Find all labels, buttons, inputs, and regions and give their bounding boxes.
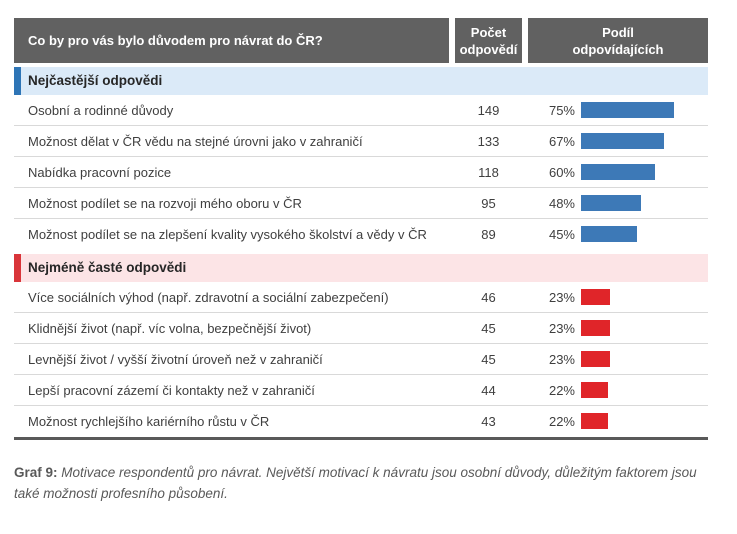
row-count: 133 — [477, 133, 500, 149]
row-share: 48% — [528, 195, 708, 211]
row-share: 22% — [528, 382, 708, 398]
section-header: Nejméně časté odpovědi — [14, 254, 708, 282]
row-bar — [581, 351, 610, 367]
row-bar — [581, 413, 608, 429]
section-header: Nejčastější odpovědi — [14, 67, 708, 95]
table-row: Možnost podílet se na rozvoji mého oboru… — [14, 188, 708, 219]
row-percent: 48% — [548, 195, 575, 211]
row-count: 118 — [478, 164, 499, 180]
row-percent: 67% — [548, 133, 575, 149]
row-count: 89 — [481, 226, 496, 242]
table-row: Více sociálních výhod (např. zdravotní a… — [14, 282, 708, 313]
row-label: Možnost dělat v ČR vědu na stejné úrovni… — [28, 133, 363, 149]
column-header-question: Co by pro vás bylo důvodem pro návrat do… — [14, 18, 449, 63]
column-header-count: Počet odpovědí — [455, 18, 522, 63]
row-label: Levnější život / vyšší životní úroveň ne… — [28, 351, 323, 367]
row-count: 46 — [481, 289, 496, 305]
row-percent: 22% — [548, 413, 575, 429]
row-percent: 60% — [548, 164, 575, 180]
row-share: 22% — [528, 413, 708, 429]
row-bar — [581, 382, 608, 398]
row-bar — [581, 102, 674, 118]
survey-table: Co by pro vás bylo důvodem pro návrat do… — [14, 18, 708, 440]
row-share: 60% — [528, 164, 708, 180]
row-share: 45% — [528, 226, 708, 242]
row-label: Nabídka pracovní pozice — [28, 164, 172, 180]
table-row: Osobní a rodinné důvody 149 75% — [14, 95, 708, 126]
row-bar — [581, 195, 641, 211]
row-share: 23% — [528, 320, 708, 336]
column-header-share: Podíl odpovídajících — [528, 18, 708, 63]
row-count: 45 — [481, 320, 496, 336]
row-bar — [581, 226, 637, 242]
row-label: Lepší pracovní zázemí či kontakty než v … — [28, 382, 315, 398]
row-percent: 23% — [548, 320, 575, 336]
caption-label: Graf 9: — [14, 465, 58, 480]
row-share: 67% — [528, 133, 708, 149]
row-percent: 75% — [548, 102, 575, 118]
row-count: 44 — [481, 382, 496, 398]
table-row: Klidnější život (např. víc volna, bezpeč… — [14, 313, 708, 344]
row-label: Osobní a rodinné důvody — [28, 102, 174, 118]
table-row: Možnost dělat v ČR vědu na stejné úrovni… — [14, 126, 708, 157]
row-bar — [581, 164, 655, 180]
table-header: Co by pro vás bylo důvodem pro návrat do… — [14, 18, 708, 63]
row-share: 23% — [528, 351, 708, 367]
row-count: 43 — [481, 413, 496, 429]
figure-caption: Graf 9: Motivace respondentů pro návrat.… — [14, 462, 714, 504]
row-label: Více sociálních výhod (např. zdravotní a… — [28, 289, 389, 305]
table-row: Možnost rychlejšího kariérního růstu v Č… — [14, 406, 708, 437]
row-label: Možnost podílet se na zlepšení kvality v… — [28, 226, 427, 242]
row-bar — [581, 289, 610, 305]
row-percent: 45% — [548, 226, 575, 242]
row-count: 149 — [477, 102, 500, 118]
table-row: Nabídka pracovní pozice 118 60% — [14, 157, 708, 188]
row-bar — [581, 133, 664, 149]
table-row: Levnější život / vyšší životní úroveň ne… — [14, 344, 708, 375]
row-share: 75% — [528, 102, 708, 118]
row-share: 23% — [528, 289, 708, 305]
table-row: Lepší pracovní zázemí či kontakty než v … — [14, 375, 708, 406]
caption-text: Motivace respondentů pro návrat. Největš… — [14, 465, 697, 501]
row-percent: 22% — [548, 382, 575, 398]
row-label: Možnost podílet se na rozvoji mého oboru… — [28, 195, 302, 211]
row-label: Klidnější život (např. víc volna, bezpeč… — [28, 320, 312, 336]
table-body: Nejčastější odpovědi Osobní a rodinné dův… — [14, 67, 708, 437]
table-bottom-border — [14, 437, 708, 440]
row-percent: 23% — [548, 351, 575, 367]
row-bar — [581, 320, 610, 336]
question-text: Co by pro vás bylo důvodem pro návrat do… — [28, 33, 323, 48]
row-count: 95 — [481, 195, 496, 211]
row-percent: 23% — [548, 289, 575, 305]
table-row: Možnost podílet se na zlepšení kvality v… — [14, 219, 708, 250]
row-count: 45 — [481, 351, 496, 367]
row-label: Možnost rychlejšího kariérního růstu v Č… — [28, 413, 270, 429]
